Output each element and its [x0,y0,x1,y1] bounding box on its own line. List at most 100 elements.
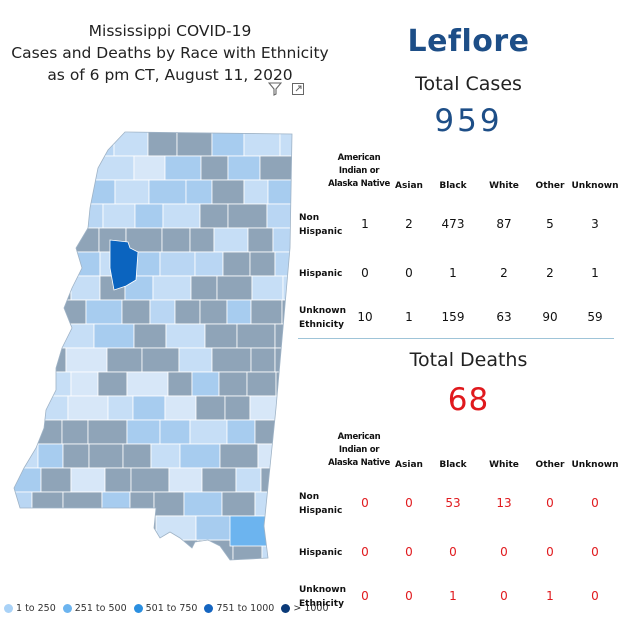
county-shape[interactable] [219,443,259,469]
county-shape[interactable] [92,155,135,181]
county-shape[interactable] [236,323,276,349]
county-shape[interactable] [164,155,202,181]
county-shape[interactable] [149,299,176,325]
county-shape[interactable] [152,275,192,301]
county-shape[interactable] [161,227,191,253]
county-shape[interactable] [243,132,281,157]
county-shape[interactable] [0,515,29,541]
county-shape[interactable] [159,419,191,445]
county-shape[interactable] [211,132,245,157]
county-shape[interactable] [138,539,164,564]
county-shape[interactable] [0,203,42,229]
county-shape[interactable] [189,227,215,253]
county-shape[interactable] [150,443,181,469]
county-shape[interactable] [250,299,283,325]
county-shape[interactable] [211,179,245,205]
county-shape[interactable] [57,132,90,157]
county-shape[interactable] [221,491,256,517]
county-shape[interactable] [195,395,226,421]
county-shape[interactable] [0,371,36,397]
county-shape[interactable] [249,395,283,421]
county-shape[interactable] [153,491,185,517]
county-shape[interactable] [200,155,229,181]
county-shape[interactable] [0,419,32,445]
county-shape[interactable] [126,371,169,397]
county-shape[interactable] [107,395,134,421]
county-shape[interactable] [101,491,131,517]
county-shape[interactable] [281,395,300,421]
county-shape[interactable] [226,299,252,325]
county-shape[interactable] [121,299,151,325]
county-shape[interactable] [279,132,300,157]
county-shape[interactable] [36,227,71,253]
county-shape[interactable] [211,347,252,373]
county-shape[interactable] [179,443,221,469]
county-shape[interactable] [189,419,228,445]
county-shape[interactable] [95,515,129,541]
county-shape[interactable] [267,179,300,205]
county-shape[interactable] [251,275,284,301]
county-shape[interactable] [106,347,143,373]
county-shape[interactable] [224,395,251,421]
county-shape[interactable] [199,299,228,325]
county-shape[interactable] [222,251,251,277]
county-shape[interactable] [87,419,128,445]
county-shape[interactable] [227,203,268,229]
county-shape[interactable] [133,323,167,349]
county-shape[interactable] [37,443,64,469]
county-shape[interactable] [30,419,63,445]
county-shape[interactable] [0,132,33,157]
county-shape[interactable] [32,323,60,349]
county-shape[interactable] [147,132,178,157]
county-shape[interactable] [216,275,253,301]
county-shape[interactable] [274,347,300,373]
county-shape[interactable] [82,179,116,205]
county-shape[interactable] [213,227,249,253]
county-shape[interactable] [0,275,40,301]
county-shape[interactable] [33,251,61,277]
county-shape[interactable] [0,179,31,205]
county-shape[interactable] [71,203,104,229]
county-shape[interactable] [204,323,238,349]
expand-icon[interactable] [291,82,305,96]
county-shape[interactable] [0,299,25,325]
county-shape[interactable] [62,443,90,469]
county-shape[interactable] [37,395,69,421]
county-shape[interactable] [159,251,196,277]
county-shape[interactable] [127,515,153,541]
county-shape[interactable] [27,515,63,541]
county-shape[interactable] [0,227,38,253]
county-shape[interactable] [0,395,39,421]
county-shape[interactable] [185,179,213,205]
county-shape[interactable] [104,467,132,493]
county-shape[interactable] [61,419,89,445]
county-shape[interactable] [249,251,276,277]
county-shape[interactable] [114,179,150,205]
county-shape[interactable] [167,371,193,397]
county-shape[interactable] [201,467,237,493]
county-shape[interactable] [66,155,94,181]
county-shape[interactable] [97,371,128,397]
county-shape[interactable] [61,515,97,541]
county-shape[interactable] [275,371,300,397]
county-shape[interactable] [235,467,262,493]
county-shape[interactable] [250,347,276,373]
county-shape[interactable] [0,539,28,564]
filter-icon[interactable] [268,82,282,96]
county-shape[interactable] [178,347,213,373]
county-shape[interactable] [162,539,199,564]
county-shape[interactable] [168,467,203,493]
county-shape[interactable] [254,491,288,517]
county-shape[interactable] [62,491,103,517]
county-shape[interactable] [132,395,166,421]
county-shape[interactable] [69,227,100,253]
county-shape[interactable] [227,155,261,181]
county-shape[interactable] [266,203,300,229]
county-shape[interactable] [65,347,108,373]
mississippi-county-map[interactable] [0,128,300,588]
county-shape[interactable] [113,132,149,157]
county-shape[interactable] [191,371,220,397]
county-shape[interactable] [0,323,34,349]
county-shape[interactable] [183,491,223,517]
county-shape[interactable] [274,515,300,541]
